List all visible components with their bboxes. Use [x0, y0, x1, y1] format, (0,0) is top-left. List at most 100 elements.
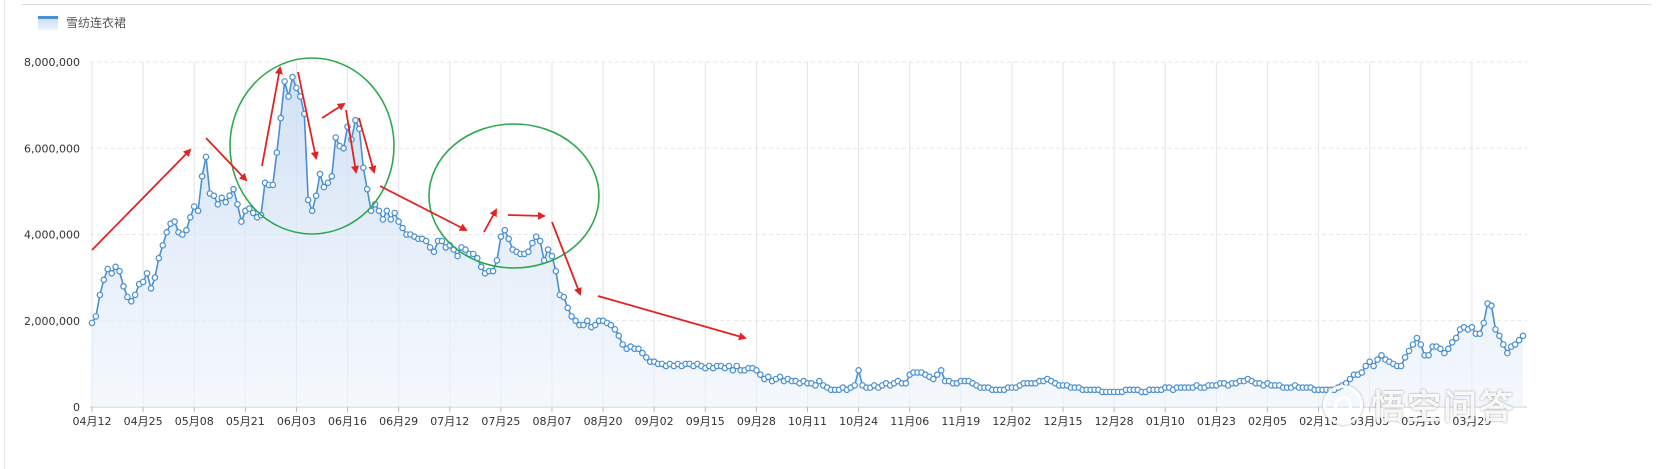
data-point: [128, 297, 135, 305]
data-point: [198, 173, 206, 180]
data-point: [607, 321, 615, 329]
data-point: [528, 239, 536, 247]
data-point: [568, 313, 575, 320]
x-tick-label: 02月05: [1248, 415, 1287, 428]
data-point: [163, 229, 171, 236]
annotation-arrow: [483, 208, 497, 233]
legend-swatch: [38, 15, 58, 30]
data-point: [281, 78, 288, 85]
data-point: [764, 373, 772, 381]
annotation-arrow: [261, 66, 283, 167]
data-point: [304, 196, 312, 204]
annotation-arrow: [507, 211, 546, 220]
data-point: [635, 345, 642, 353]
data-point: [104, 265, 112, 273]
x-tick-label: 12月15: [1044, 415, 1083, 428]
x-tick-label: 11月06: [890, 415, 929, 428]
data-point: [725, 362, 733, 370]
data-point: [544, 246, 552, 253]
data-point: [493, 257, 501, 264]
data-point: [147, 285, 155, 292]
series-area: [92, 77, 1523, 407]
data-point: [183, 226, 190, 234]
x-tick-label: 06月03: [277, 415, 316, 428]
data-point: [902, 379, 910, 387]
data-point: [320, 183, 328, 191]
watermark-text: 悟空问答: [1371, 388, 1515, 428]
data-point: [1417, 341, 1425, 348]
data-point: [1378, 351, 1385, 359]
x-tick-label: 08月07: [532, 415, 571, 428]
annotation-arrow: [379, 185, 468, 231]
data-point: [438, 237, 446, 245]
data-point: [583, 317, 591, 325]
top-border: [22, 4, 1652, 5]
data-point: [572, 317, 579, 325]
data-point: [548, 252, 556, 260]
data-point: [591, 321, 599, 329]
data-point: [1441, 349, 1448, 357]
data-point: [379, 216, 387, 223]
x-tick-label: 03月03: [1350, 415, 1389, 428]
annotation-arrow: [91, 148, 192, 251]
x-tick-label: 06月29: [379, 415, 418, 428]
data-point: [1500, 341, 1507, 348]
data-point: [525, 248, 532, 256]
x-tick-label: 11月19: [941, 415, 980, 428]
annotation-arrow: [551, 221, 582, 296]
data-point: [332, 134, 340, 141]
data-point: [1425, 351, 1432, 359]
data-point: [615, 332, 623, 340]
data-point: [187, 214, 194, 221]
data-point: [1515, 336, 1523, 344]
x-tick-label: 09月28: [737, 415, 776, 428]
data-point: [462, 246, 469, 253]
data-point: [277, 114, 285, 122]
x-tick-label: 01月10: [1146, 415, 1185, 428]
data-point: [328, 173, 336, 180]
x-tick-label: 04月12: [73, 415, 112, 428]
data-point: [1346, 375, 1354, 383]
legend[interactable]: 雪纺连衣裙: [38, 14, 126, 31]
x-tick-label: 10月24: [839, 415, 878, 428]
annotation-circle: [229, 57, 395, 235]
annotation-arrow: [345, 109, 359, 174]
data-point: [273, 149, 281, 156]
data-point: [238, 218, 245, 225]
data-point: [1362, 362, 1370, 370]
x-tick-label: 01月23: [1197, 415, 1236, 428]
x-tick-label: 05月21: [226, 415, 265, 428]
data-point: [1476, 330, 1484, 338]
data-point: [108, 269, 116, 277]
x-tick-label: 12月02: [992, 415, 1031, 428]
x-tick-label: 03月29: [1452, 415, 1491, 428]
data-point: [580, 321, 587, 329]
data-point: [100, 276, 108, 284]
data-point: [776, 373, 784, 381]
data-point: [454, 252, 461, 260]
data-point: [1413, 334, 1421, 342]
data-point: [929, 375, 937, 383]
data-point: [151, 274, 159, 281]
data-point: [383, 207, 391, 215]
data-point: [497, 233, 505, 241]
data-point: [194, 207, 202, 215]
data-point: [112, 263, 119, 271]
watermark-logo-icon: [1323, 384, 1363, 425]
data-point: [340, 145, 347, 152]
x-tick-label: 07月25: [481, 415, 520, 428]
y-tick-label: 8,000,000: [24, 56, 80, 69]
data-point: [1488, 302, 1495, 310]
data-point: [1504, 349, 1511, 357]
data-point: [619, 341, 627, 348]
data-point: [536, 237, 544, 245]
data-point: [1445, 345, 1452, 353]
data-point: [395, 218, 402, 225]
data-point: [426, 244, 434, 251]
data-point: [733, 362, 741, 370]
data-point: [391, 209, 399, 217]
data-point: [1468, 323, 1476, 331]
data-point: [234, 201, 241, 208]
data-point: [851, 382, 859, 389]
